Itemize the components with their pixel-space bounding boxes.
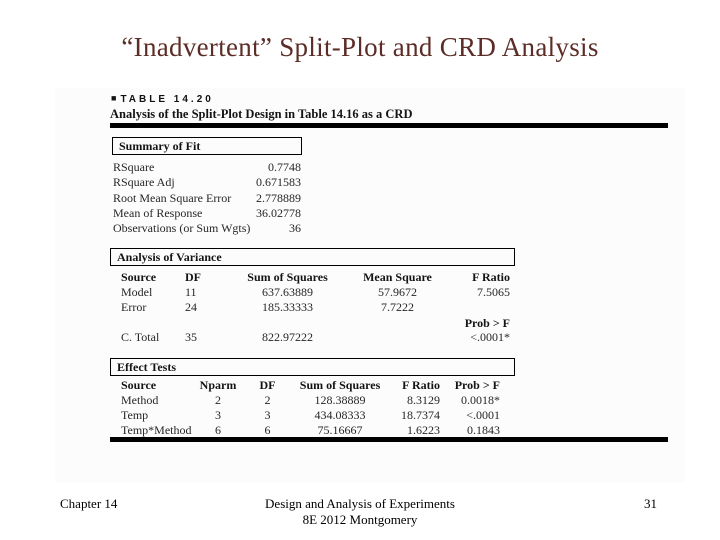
table-row: C. Total 35 822.97222 <.0001*	[121, 330, 510, 344]
table-cell: 822.97222	[262, 330, 313, 344]
table-cell	[350, 330, 445, 344]
table-cell: 35	[185, 330, 197, 344]
page-title: “Inadvertent” Split-Plot and CRD Analysi…	[121, 32, 599, 62]
table-cell: Method	[121, 393, 159, 407]
bottom-rule	[110, 437, 668, 442]
table-row: RSquare Adj 0.671583	[113, 175, 301, 190]
table-cell: 3	[264, 408, 271, 422]
stat-value: 36.02778	[256, 205, 301, 220]
stat-value: 36	[289, 221, 301, 236]
column-header: F Ratio	[472, 270, 510, 284]
table-row: Temp 3 3 434.08333 18.7374 <.0001	[121, 408, 500, 422]
table-row: Error 24 185.33333 7.7222	[121, 300, 510, 314]
table-cell	[445, 300, 510, 314]
table-cell: 7.7222	[381, 300, 414, 314]
anova-column-header-row: Source DF Sum of Squares Mean Square F R…	[121, 270, 510, 284]
square-bullet-icon: ■	[111, 93, 121, 103]
footer-book-title: Design and Analysis of Experiments 8E 20…	[0, 496, 720, 528]
stat-value: 0.7748	[268, 160, 301, 174]
stat-value: 0.671583	[256, 175, 301, 190]
table-cell: 24	[185, 300, 197, 314]
table-row: Prob > F	[121, 316, 510, 330]
stat-value: 2.778889	[256, 190, 301, 205]
table-row: Mean of Response 36.02778	[113, 206, 301, 221]
table-caption: Analysis of the Split-Plot Design in Tab…	[110, 107, 413, 121]
table-cell	[121, 316, 185, 330]
stat-label: RSquare	[113, 160, 155, 174]
table-cell: <.0001*	[470, 330, 510, 344]
summary-of-fit-header: Summary of Fit	[112, 137, 302, 155]
stat-label: Mean of Response	[113, 205, 203, 220]
top-rule	[110, 123, 668, 128]
summary-of-fit-table: RSquare 0.7748 RSquare Adj 0.671583 Root…	[113, 160, 301, 236]
table-cell	[225, 316, 350, 330]
table-row: Method 2 2 128.38889 8.3129 0.0018*	[121, 393, 500, 407]
column-header: Source	[121, 270, 157, 284]
effect-tests-column-header-row: Source Nparm DF Sum of Squares F Ratio P…	[121, 378, 500, 392]
table-cell: 7.5065	[477, 285, 510, 299]
table-cell: Prob > F	[464, 316, 510, 330]
stat-label: RSquare Adj	[113, 175, 175, 190]
table-cell: 2	[264, 393, 271, 407]
footer-book-title-line1: Design and Analysis of Experiments	[265, 496, 455, 511]
table-cell: 434.08333	[314, 408, 366, 422]
column-header: Source	[121, 378, 157, 392]
table-cell: 0.1843	[467, 423, 500, 437]
table-label: ■TABLE 14.20	[111, 93, 214, 105]
table-cell: 6	[264, 423, 271, 437]
table-cell: 128.38889	[314, 393, 366, 407]
table-cell: 11	[185, 285, 197, 299]
table-cell: C. Total	[121, 330, 160, 344]
table-cell: <.0001	[466, 408, 500, 422]
column-header: F Ratio	[402, 378, 440, 392]
table-row: RSquare 0.7748	[113, 160, 301, 175]
table-cell: 0.0018*	[461, 393, 500, 407]
column-header: Mean Square	[363, 270, 432, 284]
column-header: Sum of Squares	[299, 378, 381, 392]
table-cell	[350, 316, 445, 330]
column-header: Sum of Squares	[247, 270, 328, 284]
table-cell: 637.63889	[262, 285, 313, 299]
table-cell: 185.33333	[262, 300, 313, 314]
table-cell: 75.16667	[317, 423, 363, 437]
column-header: Nparm	[199, 378, 237, 392]
stat-label: Observations (or Sum Wgts)	[113, 221, 251, 236]
table-cell	[185, 316, 225, 330]
table-cell: Error	[121, 300, 147, 314]
table-cell: Temp	[121, 408, 149, 422]
column-header: DF	[259, 378, 276, 392]
table-row: Model 11 637.63889 57.9672 7.5065	[121, 285, 510, 299]
stat-label: Root Mean Square Error	[113, 190, 232, 205]
table-cell: 57.9672	[378, 285, 417, 299]
footer-page-number: 31	[644, 496, 657, 511]
table-cell: 3	[215, 408, 221, 422]
table-figure: ■TABLE 14.20 Analysis of the Split-Plot …	[55, 88, 685, 482]
footer-book-title-line2: 8E 2012 Montgomery	[302, 512, 418, 527]
table-cell: 1.6223	[407, 423, 440, 437]
table-row: Observations (or Sum Wgts) 36	[113, 221, 301, 236]
footer-chapter: Chapter 14	[60, 496, 118, 511]
table-cell: 8.3129	[407, 393, 440, 407]
table-cell: 2	[215, 393, 221, 407]
table-cell: Model	[121, 285, 153, 299]
anova-section-header: Analysis of Variance	[110, 248, 515, 266]
table-cell: 6	[215, 423, 221, 437]
table-row: Root Mean Square Error 2.778889	[113, 191, 301, 206]
column-header: Prob > F	[454, 378, 500, 392]
effect-tests-section-header: Effect Tests	[110, 358, 515, 376]
table-cell: 18.7374	[401, 408, 440, 422]
table-cell: Temp*Method	[121, 423, 192, 437]
table-row: Temp*Method 6 6 75.16667 1.6223 0.1843	[121, 423, 500, 437]
table-number: TABLE 14.20	[120, 94, 214, 105]
column-header: DF	[185, 270, 201, 284]
